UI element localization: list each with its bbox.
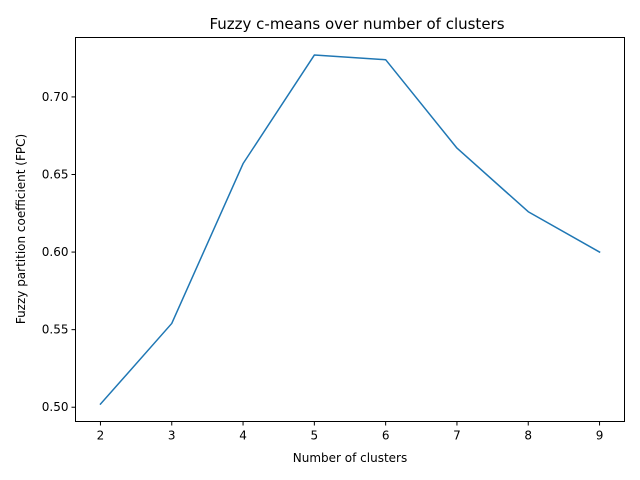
y-axis-ticks: 0.50 0.55 0.60 0.65 0.70 — [42, 90, 76, 414]
y-tick-label: 0.50 — [42, 400, 69, 414]
y-tick-label: 0.60 — [42, 245, 69, 259]
y-axis-label: Fuzzy partition coefficient (FPC) — [14, 134, 28, 324]
y-tick-label: 0.65 — [42, 167, 69, 181]
x-tick-label: 6 — [382, 429, 390, 443]
x-axis-ticks: 2 3 4 5 6 7 8 9 — [97, 421, 604, 443]
x-tick-label: 2 — [97, 429, 105, 443]
series-line — [99, 54, 601, 406]
x-tick-label: 8 — [524, 429, 532, 443]
y-tick-label: 0.55 — [42, 323, 69, 337]
x-tick-label: 7 — [453, 429, 461, 443]
chart-title: Fuzzy c-means over number of clusters — [209, 15, 504, 33]
x-tick-label: 4 — [239, 429, 247, 443]
x-axis-label: Number of clusters — [293, 451, 407, 465]
series-group — [99, 54, 601, 406]
y-tick-label: 0.70 — [42, 90, 69, 104]
x-tick-label: 3 — [168, 429, 176, 443]
plot-frame — [75, 37, 625, 422]
x-tick-label: 5 — [311, 429, 319, 443]
x-tick-label: 9 — [596, 429, 604, 443]
